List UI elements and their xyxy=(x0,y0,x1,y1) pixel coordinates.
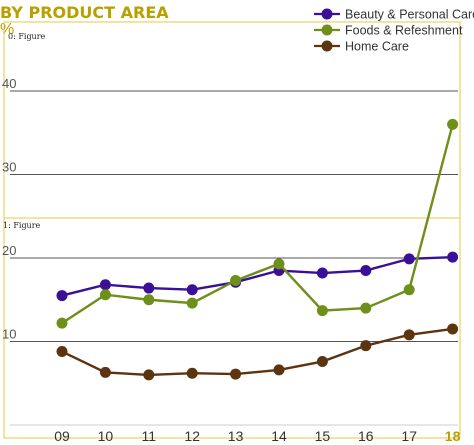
series-1-point xyxy=(447,118,459,130)
x-tick-label: 18 xyxy=(445,428,461,444)
figure-tag-0: 0: Figure xyxy=(8,32,46,41)
series-0-point xyxy=(143,282,155,294)
series-2-point xyxy=(56,346,68,358)
y-tick-label: 10 xyxy=(2,327,16,342)
x-axis-ticks: 09 10 11 12 13 14 15 16 17 18 xyxy=(54,428,460,444)
y-tick-label: 30 xyxy=(2,160,16,175)
series-1-point xyxy=(230,275,242,287)
series-line-2 xyxy=(61,327,453,377)
x-tick-label: 17 xyxy=(401,428,417,444)
y-tick-label: 20 xyxy=(2,243,16,258)
series-0-point xyxy=(186,284,198,296)
series-group xyxy=(56,118,459,381)
series-0-point xyxy=(56,290,68,302)
series-0-point xyxy=(360,265,372,277)
series-1-point xyxy=(316,305,328,317)
legend-label-1: Foods & Refeshment xyxy=(345,24,463,38)
legend-marker-1 xyxy=(321,24,333,36)
series-2-point xyxy=(186,367,198,379)
series-2-point xyxy=(360,340,372,352)
series-1-point xyxy=(403,284,415,296)
figure-frame-bottom xyxy=(3,217,461,439)
legend-label-2: Home Care xyxy=(345,40,409,54)
legend-label-0: Beauty & Personal Care xyxy=(345,8,474,22)
series-2-point xyxy=(403,329,415,341)
series-1-point xyxy=(186,297,198,309)
y-tick-label: 40 xyxy=(2,76,16,91)
x-tick-label: 14 xyxy=(271,428,287,444)
series-line-1 xyxy=(61,124,454,325)
legend-marker-2 xyxy=(321,40,333,52)
legend: Beauty & Personal Care Foods & Refeshment… xyxy=(314,8,474,54)
series-2-point xyxy=(143,369,155,381)
series-1-point xyxy=(360,302,372,314)
series-0-point xyxy=(403,253,415,265)
series-1-point xyxy=(99,289,111,301)
series-2-point xyxy=(273,364,285,376)
figure-tag-1: 1: Figure xyxy=(3,221,41,230)
series-2-point xyxy=(316,356,328,368)
series-line-0 xyxy=(61,255,453,297)
series-1-point xyxy=(273,258,285,270)
x-tick-label: 11 xyxy=(142,428,157,444)
y-axis-ticks: 10 20 30 40 xyxy=(2,76,16,342)
x-tick-label: 09 xyxy=(54,428,70,444)
series-1-point xyxy=(143,294,155,306)
x-tick-label: 15 xyxy=(315,428,331,444)
series-0-point xyxy=(447,251,459,263)
series-0-point xyxy=(99,279,111,291)
x-tick-label: 16 xyxy=(358,428,374,444)
legend-marker-0 xyxy=(321,8,333,20)
x-tick-label: 10 xyxy=(98,428,114,444)
series-2-point xyxy=(230,368,242,380)
series-2-point xyxy=(99,366,111,378)
x-tick-label: 12 xyxy=(184,428,200,444)
series-1-point xyxy=(56,317,68,329)
chart-title: BY PRODUCT AREA xyxy=(0,3,169,22)
series-2-point xyxy=(447,323,459,335)
series-0-point xyxy=(316,267,328,279)
x-tick-label: 13 xyxy=(228,428,244,444)
